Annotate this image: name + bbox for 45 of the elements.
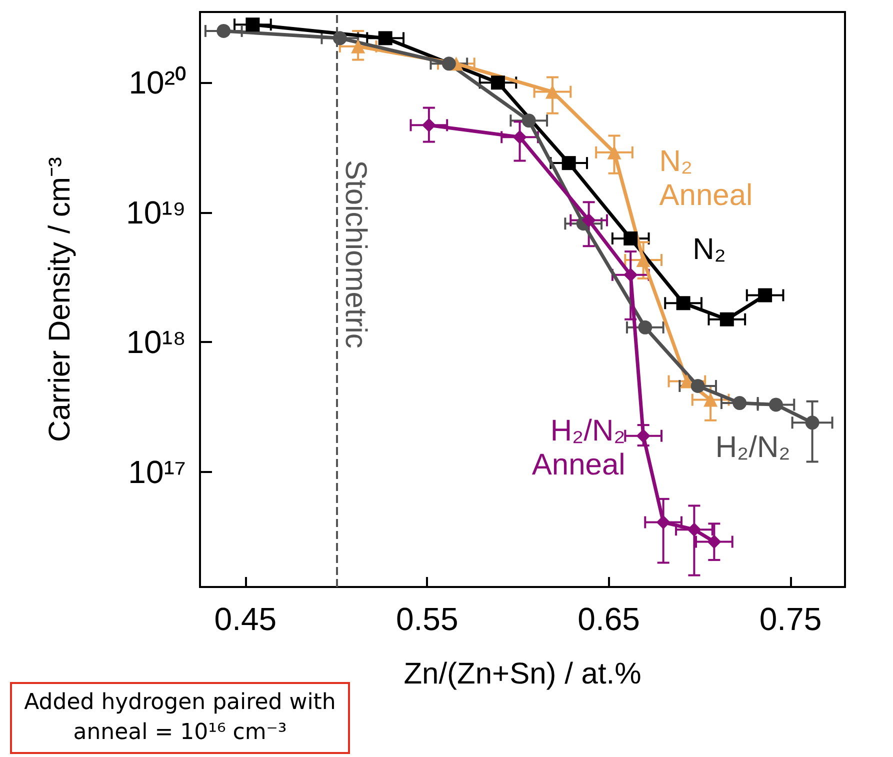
point [636, 252, 650, 267]
point [624, 231, 638, 246]
series-label: H₂/N₂ [715, 431, 790, 464]
point [720, 312, 734, 326]
point [636, 428, 650, 443]
series-label: N₂ [692, 232, 726, 266]
point [522, 114, 536, 128]
point [656, 515, 670, 530]
point [768, 398, 783, 412]
point [562, 156, 576, 170]
series-label: N₂ Anneal [659, 144, 753, 212]
y-tick-label: 10¹⁹ [126, 194, 186, 230]
point [545, 84, 560, 99]
point [624, 268, 638, 282]
point [216, 24, 231, 38]
point [490, 76, 505, 90]
y-tick-label: 10¹⁸ [126, 324, 186, 360]
y-axis-title: Carrier Density / cm⁻³ [44, 156, 76, 442]
point [582, 213, 596, 228]
x-tick-label: 0.55 [396, 601, 458, 637]
point [351, 39, 366, 54]
ref-line-label: Stoichiometric [338, 160, 372, 348]
point [676, 296, 690, 310]
point [512, 130, 527, 144]
point [607, 145, 622, 160]
point [378, 31, 392, 46]
point [442, 56, 456, 71]
point [707, 534, 722, 549]
point [805, 416, 820, 430]
y-tick-label: 10²⁰ [128, 64, 186, 101]
point [732, 396, 747, 410]
point [638, 320, 652, 334]
x-axis-title: Zn/(Zn+Sn) / at.% [404, 658, 642, 690]
point [422, 118, 436, 132]
x-tick-label: 0.45 [214, 601, 277, 637]
x-tick-label: 0.65 [578, 601, 640, 637]
point [758, 288, 772, 302]
point [690, 378, 705, 393]
y-tick-label: 10¹⁷ [128, 454, 186, 490]
point [687, 522, 702, 537]
point [704, 392, 718, 407]
series-label: H₂/N₂ Anneal [532, 414, 626, 482]
x-tick-label: 0.75 [759, 601, 822, 637]
text: Added hydrogen paired with anneal = 10¹⁶ cm⁻³ [10, 682, 350, 754]
point [246, 18, 260, 32]
